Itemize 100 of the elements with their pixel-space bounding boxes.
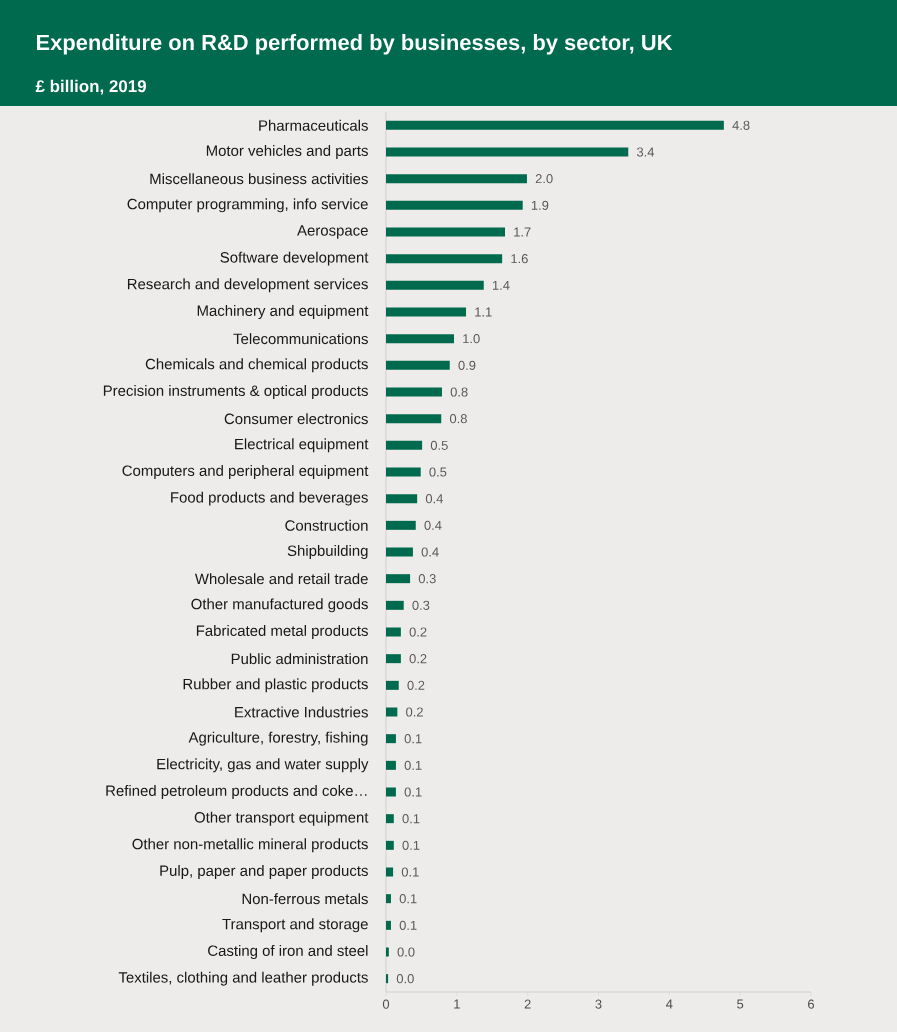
x-tick-label: 0 — [382, 999, 390, 1009]
y-tick-label: Computers and peripheral equipment — [122, 465, 369, 479]
x-tick-label: 4 — [666, 999, 673, 1009]
data-label: 0.2 — [407, 680, 425, 690]
bar — [386, 867, 394, 877]
bar — [386, 680, 399, 690]
data-label: 2.0 — [535, 174, 553, 184]
bar — [386, 734, 396, 744]
bar — [386, 494, 418, 504]
data-label: 0.9 — [458, 360, 476, 370]
data-label: 1.9 — [531, 200, 549, 210]
y-tick-label: Agriculture, forestry, fishing — [188, 731, 368, 746]
y-tick-label: Other transport equipment — [194, 811, 369, 826]
data-label: 0.1 — [402, 840, 420, 850]
bar — [386, 334, 454, 344]
y-tick-label: Pulp, paper and paper products — [160, 865, 368, 879]
data-label: 0.5 — [429, 467, 447, 477]
data-label: 1.1 — [475, 307, 492, 317]
bar — [386, 120, 724, 130]
bar — [386, 387, 442, 397]
data-label: 0.8 — [450, 387, 468, 397]
data-label: 0.1 — [404, 760, 422, 770]
y-tick-label: Aerospace — [297, 225, 368, 239]
bar — [386, 947, 389, 957]
bar — [386, 627, 401, 637]
bar — [386, 360, 450, 370]
bar — [386, 280, 484, 290]
y-tick-label: Chemicals and chemical products — [145, 358, 368, 373]
data-label: 4.8 — [732, 120, 750, 130]
data-label: 0.2 — [409, 654, 427, 664]
data-label: 0.1 — [399, 894, 417, 904]
data-label: 0.3 — [412, 600, 430, 610]
data-label: 0.2 — [406, 707, 423, 717]
bar — [386, 920, 391, 930]
data-label: 0.0 — [397, 947, 415, 957]
x-tick-label: 1 — [454, 999, 460, 1009]
y-tick-label: Shipbuilding — [287, 545, 368, 559]
y-tick-label: Electricity, gas and water supply — [157, 758, 369, 773]
y-tick-label: Other manufactured goods — [191, 598, 368, 613]
x-tick-label: 3 — [595, 999, 602, 1009]
y-tick-label: Research and development services — [127, 278, 368, 293]
bar — [386, 147, 629, 157]
y-tick-label: Food products and beverages — [171, 491, 368, 506]
data-label: 1.7 — [514, 227, 531, 237]
y-tick-label: Wholesale and retail trade — [194, 573, 368, 585]
bar — [386, 440, 423, 450]
y-tick-label: Computer programming, info service — [127, 198, 368, 213]
data-label: 0.1 — [404, 734, 422, 744]
bar — [386, 814, 394, 824]
data-label: 0.3 — [418, 574, 436, 584]
y-tick-label: Rubber and plastic products — [183, 678, 368, 693]
x-tick-label: 2 — [524, 999, 531, 1009]
y-tick-label: Consumer electronics — [224, 413, 368, 425]
bar — [386, 654, 401, 664]
bar — [386, 307, 467, 317]
y-tick-label: Non-ferrous metals — [242, 893, 368, 905]
data-label: 0.0 — [396, 974, 414, 984]
data-label: 0.2 — [409, 627, 427, 637]
y-tick-label: Electrical equipment — [235, 438, 369, 453]
bar — [386, 520, 416, 530]
y-tick-label: Extractive Industries — [235, 706, 368, 718]
y-tick-label: Transport and storage — [222, 918, 368, 933]
y-tick-label: Construction — [285, 519, 368, 531]
bar — [386, 467, 421, 477]
data-label: 0.5 — [430, 440, 448, 450]
data-label: 0.4 — [421, 547, 439, 557]
chart-title: Expenditure on R&D performed by businesses, by sector, UK — [36, 34, 673, 55]
bar — [386, 547, 413, 557]
text: £ billion, 2019 — [35, 79, 146, 95]
data-label: 1.4 — [492, 280, 510, 290]
y-tick-label: Public administration — [231, 653, 368, 665]
data-label: 0.1 — [404, 787, 422, 797]
bar — [386, 787, 396, 797]
x-tick-label: 5 — [737, 999, 744, 1009]
bar — [386, 174, 527, 184]
data-label: 1.6 — [511, 254, 528, 264]
data-label: 0.4 — [424, 520, 442, 530]
data-label: 1.0 — [463, 334, 480, 344]
data-label: 0.1 — [402, 814, 420, 824]
bar — [386, 974, 389, 984]
y-tick-label: Casting of iron and steel — [208, 945, 368, 959]
y-tick-label: Software development — [220, 251, 369, 266]
data-label: 0.1 — [399, 920, 417, 930]
data-label: 3.4 — [636, 147, 655, 157]
y-tick-label: Telecommunications — [233, 333, 368, 345]
y-tick-label: Pharmaceuticals — [259, 119, 368, 131]
bar — [386, 760, 396, 770]
bar — [386, 707, 398, 717]
y-tick-label: Refined petroleum products and coke… — [106, 785, 367, 799]
data-label: 0.8 — [449, 414, 467, 424]
y-tick-label: Motor vehicles and parts — [206, 145, 368, 159]
bar — [386, 200, 523, 210]
y-tick-label: Textiles, clothing and leather products — [118, 971, 368, 986]
bar — [386, 894, 391, 904]
y-tick-label: Miscellaneous business activities — [150, 173, 368, 185]
bar — [386, 840, 394, 850]
x-tick-label: 6 — [808, 999, 815, 1009]
data-label: 0.4 — [425, 494, 443, 504]
bar — [386, 254, 503, 264]
y-tick-label: Fabricated metal products — [196, 625, 368, 639]
